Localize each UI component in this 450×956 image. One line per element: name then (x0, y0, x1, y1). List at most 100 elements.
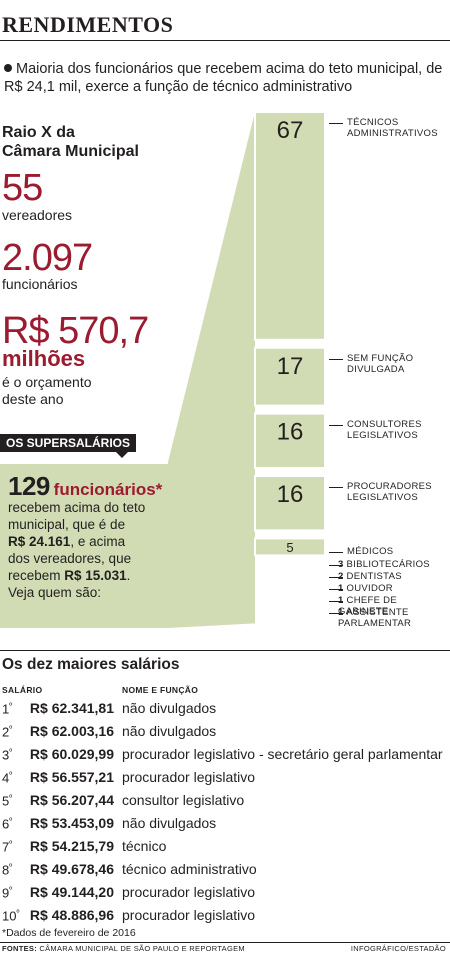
bar-category-text: LEGISLATIVOS (347, 429, 419, 441)
bar-tick (329, 589, 343, 591)
supersalarios-line6: Veja quem são: (8, 585, 102, 600)
vereadores-label: vereadores (2, 207, 73, 223)
column-header-salary: SALÁRIO (2, 685, 43, 695)
supersalarios-line5-post: . (126, 568, 131, 583)
bar-tick (329, 565, 343, 567)
bar-tick (329, 601, 343, 603)
footer-rule (0, 942, 450, 943)
salary-value: R$ 62.003,16 (29, 723, 114, 739)
bar-category-text: CONSULTORES (347, 418, 422, 430)
bar-category-text: CHEFE DE GABINETE (338, 595, 397, 618)
orcamento-unit: milhões (2, 346, 86, 371)
rank: 6º (2, 816, 13, 832)
salary-value: R$ 48.886,96 (29, 907, 114, 923)
supersalarios-box (0, 464, 170, 628)
rank: 1º (2, 701, 13, 717)
bar-category-label: 1 OUVIDOR (338, 583, 393, 594)
role-text: não divulgados (122, 700, 217, 716)
rank: 3º (2, 747, 13, 763)
orcamento-label: é o orçamento deste ano (2, 374, 92, 408)
bar-tick (329, 577, 343, 579)
bar-category-text: TÉCNICOS (347, 117, 399, 128)
orcamento-value: R$ 570,7 (2, 310, 149, 352)
table-row: 7º R$ 54.215,79 técnico (0, 836, 450, 859)
bar-value-label: 67 (277, 117, 304, 144)
table-row: 10º R$ 48.886,96 procurador legislativo (0, 905, 450, 928)
teto-value: R$ 24.161 (8, 534, 71, 549)
bar-category-label: SEM FUNÇÃO DIVULGADA (347, 353, 413, 375)
bar (254, 412, 326, 470)
credit: INFOGRÁFICO/ESTADÃO (350, 944, 446, 953)
table-row: 2º R$ 62.003,16 não divulgados (0, 721, 450, 744)
supersalarios-line1: recebem acima do teto (8, 500, 146, 515)
supersalarios-line4: dos vereadores, que (8, 551, 132, 566)
table-row: 9º R$ 49.144,20 procurador legislativo (0, 882, 450, 905)
bar-tick (329, 358, 343, 360)
bar-tick (329, 123, 343, 124)
funcionarios-count: 2.097 (2, 237, 93, 279)
bar-tick (329, 487, 343, 488)
bar-category-text: ASSISTENTE (346, 607, 409, 619)
page-title: RENDIMENTOS (2, 12, 174, 37)
rank: 2º (2, 724, 13, 740)
bar-value-label: 16 (277, 481, 304, 508)
table-row: 8º R$ 49.678,46 técnico administrativo (0, 859, 450, 882)
bar-category-text: ADMINISTRATIVOS (347, 128, 438, 139)
intro-text: Maioria dos funcionários que recebem aci… (4, 60, 448, 96)
role-text: procurador legislativo (122, 884, 256, 900)
sources-label: FONTES: (2, 944, 38, 953)
bar (254, 111, 326, 341)
supersalarios-line3: , e acima (70, 534, 126, 549)
sources: FONTES: CÂMARA MUNICIPAL DE SÃO PAULO E … (2, 944, 245, 953)
supersalarios-line2: municipal, que é de (8, 517, 126, 532)
supersalarios-count-label: funcionários* (53, 480, 163, 499)
vereadores-count: 55 (2, 167, 43, 209)
bar-category-text: OUVIDOR (346, 583, 393, 595)
sources-text: CÂMARA MUNICIPAL DE SÃO PAULO E REPORTAG… (37, 944, 245, 953)
bar-value-label: 17 (277, 353, 304, 380)
salary-value: R$ 60.029,99 (29, 746, 114, 762)
bar-value-label: 3 (338, 559, 347, 571)
supersalarios-text: 129 funcionários* recebem acima do teto … (8, 473, 168, 601)
bar-category-text: MÉDICOS (347, 545, 394, 557)
bar-category-label: TÉCNICOS ADMINISTRATIVOS (347, 117, 438, 139)
bar-category-text: BIBLIOTECÁRIOS (346, 559, 430, 571)
rank: 9º (2, 885, 13, 901)
salary-value: R$ 53.453,09 (29, 815, 114, 831)
bar (254, 537, 326, 557)
table-top-rule (0, 650, 450, 651)
table-title: Os dez maiores salários (2, 656, 180, 673)
bar-category-text: DIVULGADA (347, 363, 405, 375)
table-row: 5º R$ 56.207,44 consultor legislativo (0, 790, 450, 813)
salary-value: R$ 49.144,20 (29, 884, 114, 900)
rank: 4º (2, 770, 13, 786)
role-text: consultor legislativo (122, 792, 245, 808)
supersalarios-line5-pre: recebem (8, 568, 65, 583)
bar-value-label: 2 (338, 571, 347, 583)
role-text: técnico administrativo (122, 861, 257, 877)
rank: 8º (2, 862, 13, 878)
salary-value: R$ 54.215,79 (29, 838, 114, 854)
bar-value-label: 16 (277, 419, 304, 446)
rank: 10º (2, 908, 20, 924)
raio-x-title: Raio X da Câmara Municipal (2, 123, 139, 161)
funnel-connector (168, 112, 255, 628)
bar-category-label: 1 CHEFE DE GABINETE (338, 595, 450, 617)
bar-category-label: PROCURADORES LEGISLATIVOS (347, 481, 432, 503)
raio-x-title-line1: Raio X da (2, 124, 75, 141)
bar-category-text: LEGISLATIVOS (347, 492, 419, 503)
bar-value-label: 1 (338, 583, 347, 595)
bar (254, 475, 326, 532)
role-text: não divulgados (122, 723, 217, 739)
bar-category-label: 2 DENTISTAS (338, 571, 402, 582)
bar-value-label: 5 (286, 540, 293, 555)
footnote: *Dados de fevereiro de 2016 (2, 927, 136, 939)
bar-category-text: SEM FUNÇÃO (347, 352, 414, 364)
role-text: técnico (122, 838, 167, 854)
column-header-role: NOME E FUNÇÃO (122, 685, 199, 695)
rank: 7º (2, 839, 13, 855)
bar-category-label: MÉDICOS (347, 546, 393, 557)
rank: 5º (2, 793, 13, 809)
bullet-icon (4, 64, 12, 72)
supersalarios-count: 129 (8, 471, 50, 501)
